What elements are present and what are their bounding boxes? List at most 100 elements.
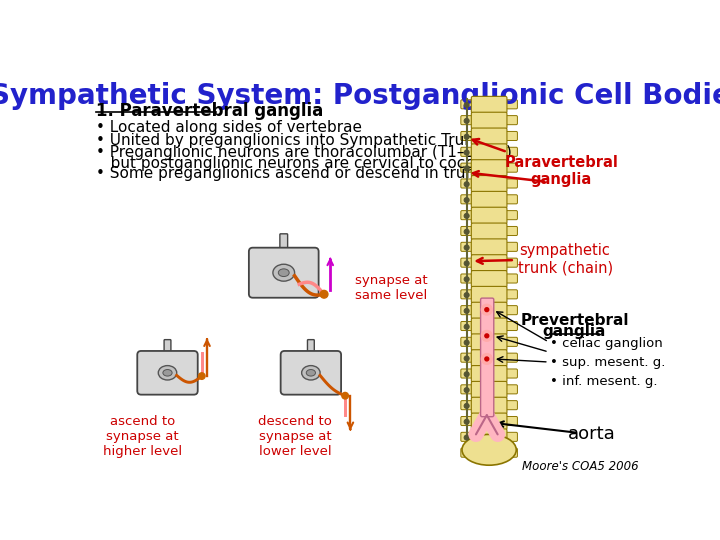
Text: • United by preganglionics into Sympathetic Trunk: • United by preganglionics into Sympathe… <box>96 132 483 147</box>
FancyBboxPatch shape <box>461 211 474 220</box>
FancyBboxPatch shape <box>504 116 518 125</box>
Circle shape <box>199 373 205 379</box>
Text: Paravertebral
ganglia: Paravertebral ganglia <box>472 139 618 187</box>
FancyBboxPatch shape <box>504 290 518 299</box>
FancyBboxPatch shape <box>504 131 518 140</box>
FancyBboxPatch shape <box>461 290 474 299</box>
FancyBboxPatch shape <box>461 226 474 235</box>
FancyBboxPatch shape <box>504 226 518 235</box>
Circle shape <box>464 403 469 408</box>
FancyBboxPatch shape <box>461 385 474 394</box>
FancyBboxPatch shape <box>481 298 494 417</box>
Ellipse shape <box>163 369 172 376</box>
FancyBboxPatch shape <box>472 445 507 461</box>
FancyBboxPatch shape <box>461 163 474 172</box>
FancyBboxPatch shape <box>472 366 507 382</box>
FancyBboxPatch shape <box>461 338 474 346</box>
Circle shape <box>464 166 469 171</box>
FancyBboxPatch shape <box>461 116 474 125</box>
FancyBboxPatch shape <box>504 242 518 251</box>
FancyBboxPatch shape <box>504 321 518 330</box>
FancyBboxPatch shape <box>472 302 507 319</box>
Ellipse shape <box>279 269 289 276</box>
FancyBboxPatch shape <box>472 176 507 192</box>
FancyBboxPatch shape <box>138 351 198 395</box>
Text: • Preganglionic neurons are thoracolumbar (T1–L2/L3): • Preganglionic neurons are thoracolumba… <box>96 145 512 160</box>
FancyBboxPatch shape <box>504 401 518 410</box>
FancyBboxPatch shape <box>504 448 518 457</box>
FancyBboxPatch shape <box>472 255 507 271</box>
FancyBboxPatch shape <box>472 429 507 446</box>
FancyBboxPatch shape <box>472 96 507 113</box>
Circle shape <box>464 277 469 282</box>
Circle shape <box>482 354 492 364</box>
Circle shape <box>464 230 469 234</box>
Ellipse shape <box>138 367 153 379</box>
Ellipse shape <box>302 366 320 380</box>
FancyBboxPatch shape <box>461 147 474 157</box>
FancyBboxPatch shape <box>472 318 507 335</box>
FancyBboxPatch shape <box>461 416 474 426</box>
FancyBboxPatch shape <box>307 340 315 355</box>
FancyBboxPatch shape <box>461 448 474 457</box>
Circle shape <box>485 357 489 361</box>
FancyBboxPatch shape <box>504 306 518 315</box>
Text: • Located along sides of vertebrae: • Located along sides of vertebrae <box>96 120 362 135</box>
Ellipse shape <box>249 266 266 280</box>
Circle shape <box>464 372 469 377</box>
Text: • celiac ganglion
• sup. mesent. g.
• inf. mesent. g.: • celiac ganglion • sup. mesent. g. • in… <box>549 336 665 388</box>
FancyBboxPatch shape <box>504 385 518 394</box>
FancyBboxPatch shape <box>249 248 319 298</box>
Circle shape <box>320 291 328 298</box>
Circle shape <box>464 103 469 107</box>
Circle shape <box>485 308 489 312</box>
FancyBboxPatch shape <box>461 306 474 315</box>
Ellipse shape <box>282 367 296 379</box>
FancyBboxPatch shape <box>461 242 474 251</box>
FancyBboxPatch shape <box>461 179 474 188</box>
FancyBboxPatch shape <box>504 211 518 220</box>
Circle shape <box>464 182 469 187</box>
Text: ganglia: ganglia <box>543 323 606 339</box>
FancyBboxPatch shape <box>504 258 518 267</box>
FancyBboxPatch shape <box>472 413 507 430</box>
Ellipse shape <box>273 264 294 281</box>
FancyBboxPatch shape <box>472 397 507 414</box>
FancyBboxPatch shape <box>472 350 507 366</box>
Circle shape <box>464 435 469 440</box>
Circle shape <box>464 356 469 361</box>
FancyBboxPatch shape <box>472 128 507 145</box>
FancyBboxPatch shape <box>504 416 518 426</box>
FancyBboxPatch shape <box>504 163 518 172</box>
Circle shape <box>464 419 469 424</box>
FancyBboxPatch shape <box>472 239 507 255</box>
FancyBboxPatch shape <box>472 223 507 240</box>
FancyBboxPatch shape <box>461 274 474 283</box>
FancyBboxPatch shape <box>472 191 507 208</box>
Circle shape <box>464 245 469 250</box>
Circle shape <box>464 134 469 139</box>
FancyBboxPatch shape <box>461 401 474 410</box>
Ellipse shape <box>301 266 318 280</box>
FancyBboxPatch shape <box>461 195 474 204</box>
FancyBboxPatch shape <box>504 369 518 378</box>
FancyBboxPatch shape <box>461 131 474 140</box>
Text: Sympathetic System: Postganglionic Cell Bodies: Sympathetic System: Postganglionic Cell … <box>0 82 720 110</box>
Ellipse shape <box>462 434 516 465</box>
Ellipse shape <box>158 366 176 380</box>
Circle shape <box>464 118 469 123</box>
Circle shape <box>482 330 492 341</box>
Circle shape <box>485 334 489 338</box>
Text: synapse at
same level: synapse at same level <box>355 274 428 302</box>
FancyBboxPatch shape <box>504 195 518 204</box>
FancyBboxPatch shape <box>461 321 474 330</box>
FancyBboxPatch shape <box>461 433 474 441</box>
FancyBboxPatch shape <box>461 353 474 362</box>
FancyBboxPatch shape <box>504 179 518 188</box>
FancyBboxPatch shape <box>472 381 507 398</box>
FancyBboxPatch shape <box>472 286 507 303</box>
Circle shape <box>464 198 469 202</box>
Text: aorta: aorta <box>568 426 616 443</box>
Text: 1. Paravertebral ganglia: 1. Paravertebral ganglia <box>96 102 323 120</box>
Text: Prevertebral: Prevertebral <box>520 313 629 328</box>
